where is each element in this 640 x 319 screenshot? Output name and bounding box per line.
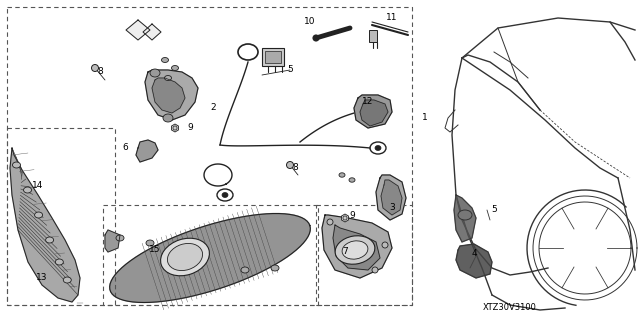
Ellipse shape [116, 235, 124, 241]
Ellipse shape [241, 267, 249, 273]
Polygon shape [360, 100, 388, 126]
Ellipse shape [327, 219, 333, 225]
Polygon shape [105, 230, 120, 252]
Polygon shape [376, 175, 406, 220]
Ellipse shape [92, 64, 99, 71]
Ellipse shape [163, 114, 173, 122]
Polygon shape [136, 140, 158, 162]
Text: 5: 5 [491, 205, 497, 214]
Ellipse shape [45, 237, 54, 243]
Bar [369, 30, 377, 42]
Ellipse shape [150, 69, 160, 77]
Text: 8: 8 [97, 68, 103, 77]
Bar [262, 48, 284, 66]
Polygon shape [10, 148, 80, 302]
Text: 10: 10 [304, 18, 316, 26]
Text: 6: 6 [122, 144, 128, 152]
Text: 3: 3 [389, 204, 395, 212]
Bar [7, 7, 412, 305]
Bar [7, 128, 115, 305]
Text: 8: 8 [292, 164, 298, 173]
Ellipse shape [342, 241, 368, 259]
Polygon shape [145, 70, 198, 120]
Text: 4: 4 [471, 249, 477, 258]
Polygon shape [152, 78, 185, 113]
Ellipse shape [13, 162, 20, 168]
Text: 7: 7 [342, 248, 348, 256]
Ellipse shape [339, 173, 345, 177]
Text: 11: 11 [387, 13, 397, 23]
Ellipse shape [335, 236, 375, 264]
Ellipse shape [349, 178, 355, 182]
Text: 12: 12 [362, 98, 374, 107]
Polygon shape [109, 213, 310, 302]
Ellipse shape [55, 259, 63, 265]
Ellipse shape [172, 65, 179, 70]
Text: 2: 2 [210, 103, 216, 113]
Text: 5: 5 [287, 65, 293, 75]
Polygon shape [126, 20, 150, 40]
Ellipse shape [372, 267, 378, 273]
Ellipse shape [287, 161, 294, 168]
Text: 1: 1 [422, 114, 428, 122]
Polygon shape [454, 195, 476, 242]
Text: XTZ30V3100: XTZ30V3100 [483, 303, 537, 313]
Polygon shape [456, 244, 492, 278]
Ellipse shape [161, 238, 209, 276]
Ellipse shape [168, 243, 203, 271]
Ellipse shape [271, 265, 279, 271]
Ellipse shape [63, 277, 71, 283]
Polygon shape [333, 225, 380, 270]
Ellipse shape [146, 240, 154, 246]
Bar [265, 51, 281, 63]
Ellipse shape [161, 57, 168, 63]
Text: 13: 13 [36, 273, 48, 283]
Bar [316, 205, 412, 305]
Text: 9: 9 [349, 211, 355, 219]
Text: 14: 14 [32, 181, 44, 189]
Ellipse shape [375, 145, 381, 151]
Ellipse shape [164, 76, 172, 80]
Polygon shape [381, 180, 402, 215]
Text: 15: 15 [149, 246, 161, 255]
Text: 9: 9 [187, 123, 193, 132]
Ellipse shape [458, 210, 472, 220]
Ellipse shape [382, 242, 388, 248]
Polygon shape [322, 215, 392, 278]
Ellipse shape [313, 35, 319, 41]
Ellipse shape [222, 192, 228, 197]
Polygon shape [143, 24, 161, 40]
Ellipse shape [35, 212, 43, 218]
Ellipse shape [24, 187, 31, 193]
Bar [103, 205, 318, 305]
Polygon shape [354, 95, 392, 128]
